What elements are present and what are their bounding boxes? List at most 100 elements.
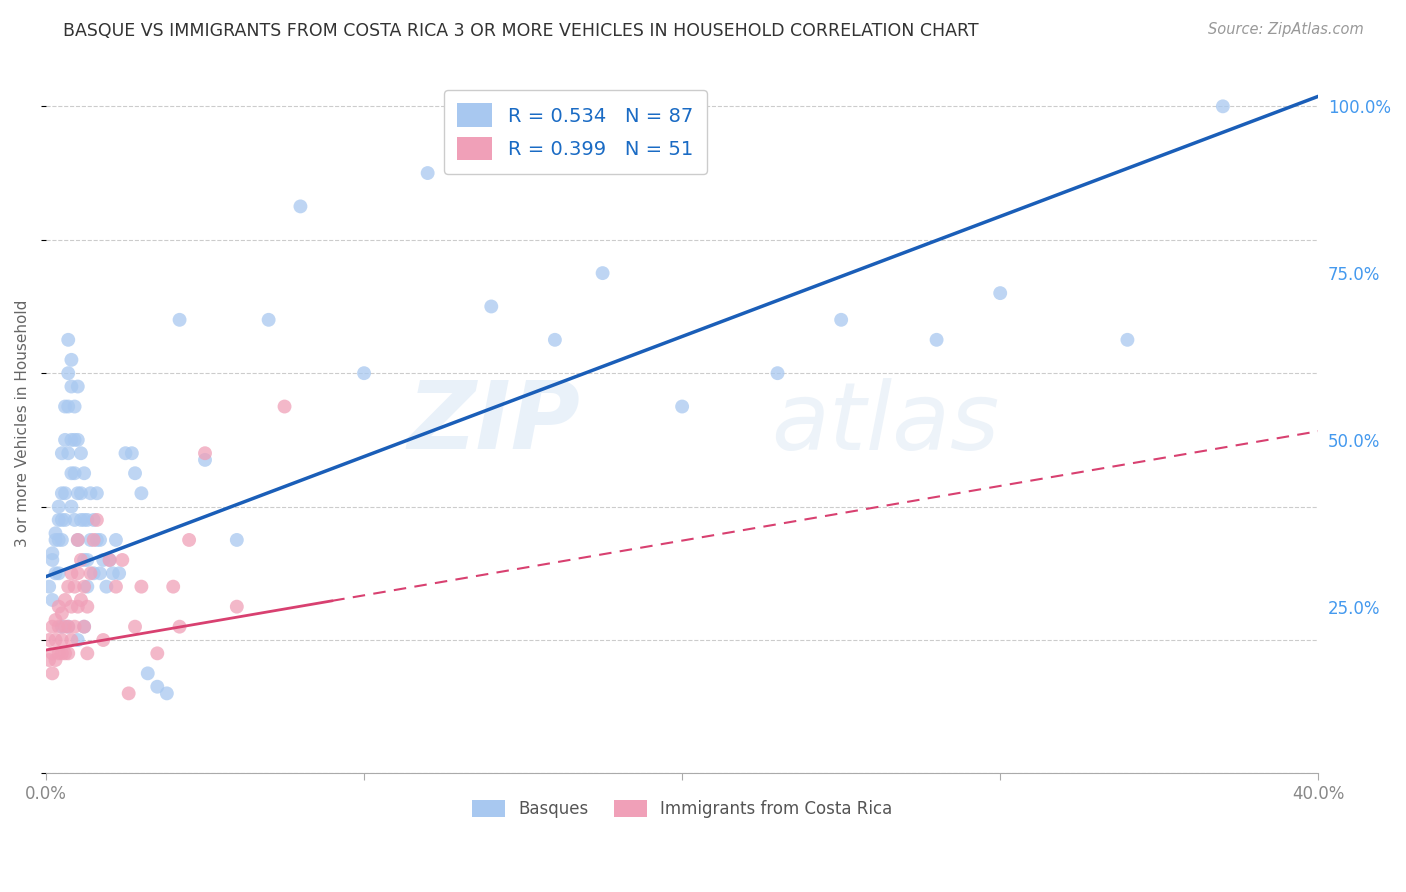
Point (58, 333, 80, 347)
Point (41, 620, 63, 634)
Point (60, 633, 83, 648)
Point (48, 533, 70, 547)
Point (73, 620, 96, 634)
Point (146, 680, 169, 694)
Point (60, 379, 83, 393)
Point (290, 199, 312, 213)
Point (76, 513, 98, 527)
Point (66, 379, 89, 393)
Point (63, 467, 86, 481)
Point (1116, 333, 1139, 347)
Point (257, 313, 280, 327)
Point (51, 620, 73, 634)
Point (89, 533, 111, 547)
Point (89, 566, 111, 581)
Point (53, 593, 76, 607)
Point (44, 533, 66, 547)
Point (86, 533, 108, 547)
Point (136, 666, 159, 681)
Point (156, 686, 179, 700)
Text: atlas: atlas (770, 377, 1000, 468)
Point (38, 633, 60, 648)
Point (146, 646, 169, 660)
Point (44, 526, 66, 541)
Point (53, 486, 76, 500)
Point (118, 686, 141, 700)
Point (41, 553, 63, 567)
Point (273, 400, 295, 414)
Point (169, 313, 191, 327)
Point (766, 366, 789, 380)
Point (73, 513, 96, 527)
Point (63, 400, 86, 414)
Point (592, 266, 614, 280)
Point (1212, 99, 1234, 113)
Point (38, 653, 60, 667)
Point (104, 580, 127, 594)
Point (58, 366, 80, 380)
Point (44, 566, 66, 581)
Point (48, 500, 70, 514)
Point (41, 593, 63, 607)
Point (58, 646, 80, 660)
Point (51, 607, 73, 621)
Point (98, 553, 121, 567)
Point (51, 486, 73, 500)
Point (70, 593, 93, 607)
Point (44, 653, 66, 667)
Point (98, 553, 121, 567)
Point (416, 166, 439, 180)
Point (53, 620, 76, 634)
Point (988, 286, 1011, 301)
Legend: Basques, Immigrants from Costa Rica: Basques, Immigrants from Costa Rica (465, 793, 900, 824)
Point (70, 446, 93, 460)
Point (44, 633, 66, 648)
Point (86, 486, 108, 500)
Point (225, 533, 247, 547)
Point (58, 620, 80, 634)
Point (73, 467, 96, 481)
Point (91, 633, 114, 648)
Point (194, 446, 217, 460)
Point (671, 400, 693, 414)
Point (169, 620, 191, 634)
Point (58, 400, 80, 414)
Point (124, 467, 146, 481)
Point (70, 553, 93, 567)
Point (66, 633, 89, 648)
Point (830, 313, 852, 327)
Point (60, 566, 83, 581)
Point (41, 646, 63, 660)
Point (353, 366, 375, 380)
Point (91, 553, 114, 567)
Point (66, 433, 89, 447)
Point (53, 513, 76, 527)
Point (53, 433, 76, 447)
Point (51, 633, 73, 648)
Point (51, 646, 73, 660)
Point (70, 513, 93, 527)
Point (48, 513, 70, 527)
Point (73, 620, 96, 634)
Point (83, 566, 105, 581)
Point (58, 446, 80, 460)
Text: ZIP: ZIP (408, 377, 581, 469)
Point (162, 580, 184, 594)
Point (66, 533, 89, 547)
Point (60, 599, 83, 614)
Point (38, 580, 60, 594)
Point (96, 580, 118, 594)
Point (225, 599, 247, 614)
Point (79, 533, 101, 547)
Point (63, 513, 86, 527)
Point (544, 333, 567, 347)
Point (51, 533, 73, 547)
Point (131, 486, 153, 500)
Point (76, 599, 98, 614)
Text: Source: ZipAtlas.com: Source: ZipAtlas.com (1208, 22, 1364, 37)
Point (73, 580, 96, 594)
Point (108, 566, 131, 581)
Point (60, 500, 83, 514)
Point (925, 333, 948, 347)
Point (60, 433, 83, 447)
